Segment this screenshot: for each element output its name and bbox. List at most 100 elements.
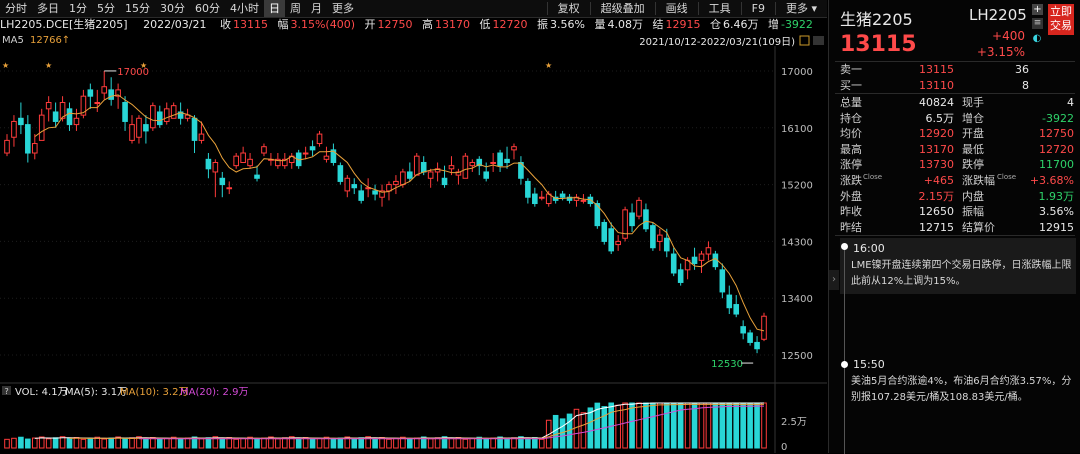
candle-body[interactable] <box>663 237 670 252</box>
candle-body[interactable] <box>573 196 580 201</box>
candle-body[interactable] <box>504 158 510 163</box>
candle-body[interactable] <box>636 199 642 217</box>
candle-body[interactable] <box>622 209 628 239</box>
candle-body[interactable] <box>400 171 406 186</box>
candle-body[interactable] <box>719 269 726 293</box>
candle-body[interactable] <box>4 139 10 154</box>
candle-body[interactable] <box>205 158 212 170</box>
candle-body[interactable] <box>754 341 760 350</box>
candle-body[interactable] <box>191 117 198 141</box>
candle-body[interactable] <box>275 158 281 167</box>
candle-body[interactable] <box>18 117 24 126</box>
candle-body[interactable] <box>261 146 267 154</box>
tab-2[interactable]: 1分 <box>69 2 87 15</box>
toolbar-btn-3[interactable]: 工具 <box>708 2 731 15</box>
candle-body[interactable] <box>747 332 753 343</box>
candle-body[interactable] <box>247 158 253 167</box>
candle-body[interactable] <box>233 155 239 167</box>
lock-icon[interactable] <box>799 35 810 46</box>
kline-chart[interactable]: MA5 12766↑ 2021/10/12-2022/03/21(109日) 1700… <box>0 34 827 453</box>
candle-body[interactable] <box>455 171 462 176</box>
candle-body[interactable] <box>302 152 309 155</box>
candle-body[interactable] <box>705 247 712 255</box>
candle-body[interactable] <box>52 111 59 122</box>
candle-body[interactable] <box>601 221 608 242</box>
candle-body[interactable] <box>525 180 531 198</box>
candle-body[interactable] <box>615 240 621 246</box>
menu-icon[interactable]: ≡ <box>1032 18 1043 29</box>
candle-body[interactable] <box>691 256 698 265</box>
candle-body[interactable] <box>87 89 94 97</box>
candle-body[interactable] <box>323 155 330 160</box>
candle-body[interactable] <box>25 124 31 154</box>
candle-body[interactable] <box>650 225 656 249</box>
toolbar-btn-5[interactable]: 更多 ▾ <box>785 2 817 15</box>
tab-11[interactable]: 更多 <box>332 2 354 15</box>
candle-body[interactable] <box>386 184 392 192</box>
tab-9[interactable]: 周 <box>290 2 301 15</box>
candle-body[interactable] <box>538 196 545 199</box>
candle-body[interactable] <box>108 89 114 100</box>
candle-body[interactable] <box>240 152 246 163</box>
candle-body[interactable] <box>559 193 566 198</box>
news-text[interactable]: 美油5月合约涨逾4%，布油6月合约涨3.57%，分别报107.28美元/桶及10… <box>851 376 1072 403</box>
candle-body[interactable] <box>150 105 156 129</box>
candle-body[interactable] <box>143 124 149 132</box>
candle-body[interactable] <box>170 105 177 119</box>
tab-10[interactable]: 月 <box>311 2 322 15</box>
candle-body[interactable] <box>351 184 358 189</box>
candle-body[interactable] <box>337 165 344 182</box>
candle-body[interactable] <box>413 155 420 176</box>
candle-body[interactable] <box>497 152 503 167</box>
candle-body[interactable] <box>670 253 677 274</box>
candle-body[interactable] <box>643 209 649 230</box>
candle-body[interactable] <box>379 190 385 198</box>
panel-collapse-icon[interactable]: › <box>829 270 839 290</box>
candle-body[interactable] <box>469 161 476 167</box>
candle-body[interactable] <box>594 203 601 227</box>
tab-3[interactable]: 5分 <box>97 2 115 15</box>
candle-body[interactable] <box>59 102 66 119</box>
candle-body[interactable] <box>490 161 496 164</box>
toolbar-btn-4[interactable]: F9 <box>751 2 765 15</box>
tab-7[interactable]: 4小时 <box>230 2 259 15</box>
candle-body[interactable] <box>420 161 427 173</box>
candle-body[interactable] <box>448 165 455 170</box>
trade-now-button[interactable]: 立即交易 <box>1048 4 1074 35</box>
candle-body[interactable] <box>476 158 483 167</box>
candle-body[interactable] <box>434 168 441 173</box>
tab-1[interactable]: 多日 <box>37 2 59 15</box>
candle-body[interactable] <box>761 315 767 340</box>
candle-body[interactable] <box>198 133 205 141</box>
alert-icon[interactable]: ◐ <box>1032 33 1042 44</box>
tab-6[interactable]: 60分 <box>195 2 220 15</box>
candle-body[interactable] <box>518 161 524 179</box>
candle-body[interactable] <box>156 111 163 126</box>
candle-body[interactable] <box>136 117 142 138</box>
candle-body[interactable] <box>115 89 121 97</box>
candle-body[interactable] <box>733 304 740 315</box>
candle-body[interactable] <box>122 102 128 122</box>
candle-body[interactable] <box>73 117 80 126</box>
help-icon[interactable] <box>2 386 11 395</box>
toolbar-btn-1[interactable]: 超级叠加 <box>600 2 645 15</box>
candle-body[interactable] <box>226 187 233 190</box>
candle-body[interactable] <box>407 171 413 179</box>
candle-body[interactable] <box>344 177 351 192</box>
candle-body[interactable] <box>177 111 184 119</box>
tab-5[interactable]: 30分 <box>160 2 185 15</box>
news-text[interactable]: LME镍开盘连续第四个交易日跌停，日涨跌幅上限此前从12%上调为15%。 <box>851 260 1072 287</box>
add-watchlist-icon[interactable]: + <box>1032 4 1043 15</box>
candle-body[interactable] <box>393 180 399 186</box>
candle-body[interactable] <box>219 177 226 186</box>
toolbar-btn-0[interactable]: 复权 <box>557 2 580 15</box>
candle-body[interactable] <box>11 120 17 138</box>
candle-body[interactable] <box>80 95 87 116</box>
tab-0[interactable]: 分时 <box>5 2 27 15</box>
candle-body[interactable] <box>31 143 38 154</box>
candle-body[interactable] <box>677 269 684 283</box>
candle-body[interactable] <box>129 124 135 141</box>
candle-body[interactable] <box>698 253 705 261</box>
candle-body[interactable] <box>45 102 52 110</box>
candle-body[interactable] <box>462 155 469 179</box>
